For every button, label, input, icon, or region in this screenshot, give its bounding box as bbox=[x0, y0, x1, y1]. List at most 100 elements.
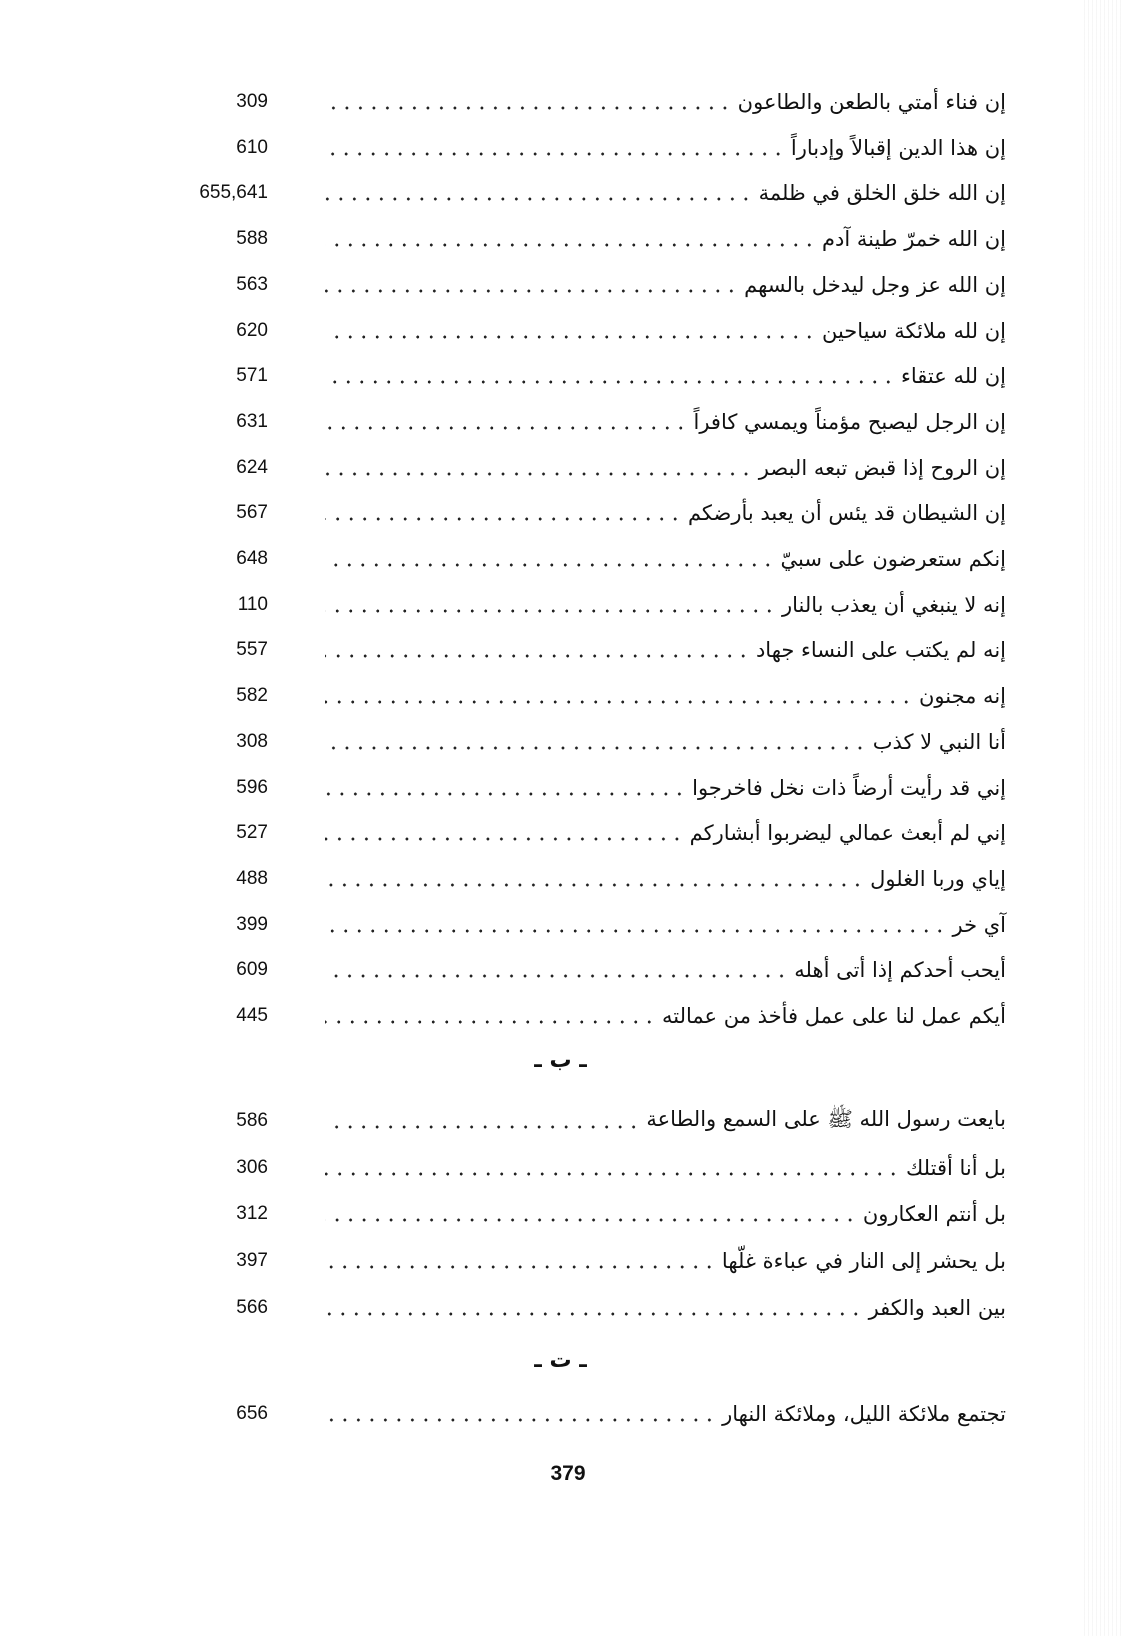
scan-edge bbox=[1081, 0, 1121, 1636]
section-heading: ـ ب ـ bbox=[534, 1048, 587, 1073]
dot-leader bbox=[325, 516, 682, 523]
entry-title: إنه لا ينبغي أن يعذب بالنار bbox=[782, 592, 1006, 617]
index-entry: إن الرجل ليصبح مؤمناً ويمسي كافراً 631 bbox=[0, 402, 1121, 442]
entry-line: إن فناء أمتي بالطعن والطاعون bbox=[325, 82, 1006, 122]
entry-page: 571 bbox=[236, 365, 268, 387]
index-entry: إنكم ستعرضون على سبيّ 648 bbox=[0, 539, 1121, 579]
entry-title: إن لله ملائكة سياحين bbox=[821, 318, 1006, 343]
entry-title: إني قد رأيت أرضاً ذات نخل فاخرجوا bbox=[692, 775, 1006, 800]
entry-title: آي خر bbox=[952, 912, 1006, 937]
entry-line: إن لله عتقاء bbox=[325, 356, 1006, 396]
dot-leader bbox=[325, 927, 947, 934]
entry-page: 609 bbox=[236, 959, 268, 981]
entry-line: أيحب أحدكم إذا أتى أهله bbox=[325, 950, 1006, 990]
entry-page: 648 bbox=[236, 548, 268, 569]
index-entry: أنا النبي لا كذب 308 bbox=[0, 722, 1121, 762]
dot-leader bbox=[325, 881, 865, 888]
entry-title: إن الروح إذا قبض تبعه البصر bbox=[758, 455, 1006, 480]
dot-leader bbox=[325, 744, 867, 751]
entry-line: إن الروح إذا قبض تبعه البصر bbox=[325, 448, 1006, 488]
dot-leader bbox=[325, 1217, 857, 1224]
dot-leader bbox=[325, 1170, 900, 1177]
entry-line: أيكم عمل لنا على عمل فأخذ من عمالته bbox=[325, 996, 1006, 1036]
index-entry: إني قد رأيت أرضاً ذات نخل فاخرجوا 596 bbox=[0, 768, 1121, 808]
entry-page: 567 bbox=[236, 502, 268, 524]
index-entry: إن الله خلق الخلق في ظلمة 655,641 bbox=[0, 173, 1121, 213]
entry-title: إن لله عتقاء bbox=[901, 364, 1006, 389]
entry-page: 588 bbox=[236, 228, 268, 250]
dot-leader bbox=[325, 836, 684, 843]
index-entry: بايعت رسول الله ﷺ على السمع والطاعة 586 bbox=[0, 1101, 1121, 1141]
entry-line: بين العبد والكفر bbox=[325, 1288, 1006, 1328]
page-number: 379 bbox=[550, 1462, 586, 1485]
entry-title: إن الله عز وجل ليدخل بالسهم bbox=[744, 272, 1006, 297]
entry-line: إن الرجل ليصبح مؤمناً ويمسي كافراً bbox=[325, 402, 1006, 442]
entry-page: 596 bbox=[236, 776, 268, 798]
entry-line: إنه لم يكتب على النساء جهاد bbox=[325, 630, 1006, 670]
dot-leader bbox=[325, 287, 739, 294]
index-entry: إن لله عتقاء 571 bbox=[0, 356, 1121, 396]
index-entry: إن فناء أمتي بالطعن والطاعون 309 bbox=[0, 82, 1121, 122]
entry-title: إن فناء أمتي بالطعن والطاعون bbox=[737, 90, 1006, 114]
entry-page: 397 bbox=[236, 1250, 268, 1272]
entry-page: 445 bbox=[236, 1005, 268, 1026]
entry-title: إن الشيطان قد يئس أن يعبد بأرضكم bbox=[687, 501, 1006, 526]
entry-title: تجتمع ملائكة الليل، وملائكة النهار bbox=[722, 1402, 1006, 1426]
dot-leader bbox=[325, 470, 753, 477]
entry-title: إن الله خمرّ طينة آدم bbox=[822, 227, 1006, 252]
entry-page: 312 bbox=[236, 1203, 268, 1225]
index-entry: إنه لا ينبغي أن يعذب بالنار 110 bbox=[0, 585, 1121, 625]
entry-page: 655,641 bbox=[199, 182, 268, 204]
dot-leader bbox=[325, 105, 732, 111]
entry-line: إنه مجنون bbox=[325, 676, 1006, 716]
entry-title: إنه لم يكتب على النساء جهاد bbox=[755, 638, 1006, 663]
entry-line: إن الله عز وجل ليدخل بالسهم bbox=[325, 265, 1006, 305]
entry-line: إني لم أبعث عمالي ليضربوا أبشاركم bbox=[325, 813, 1006, 853]
entry-line: إن الله خمرّ طينة آدم bbox=[325, 219, 1006, 259]
entry-page: 308 bbox=[236, 730, 268, 752]
dot-leader bbox=[325, 424, 688, 431]
entry-line: إني قد رأيت أرضاً ذات نخل فاخرجوا bbox=[325, 768, 1006, 808]
dot-leader bbox=[325, 196, 753, 203]
entry-title: إياي وربا الغلول bbox=[870, 866, 1006, 891]
index-entry: بين العبد والكفر 566 bbox=[0, 1288, 1121, 1328]
entry-line: تجتمع ملائكة الليل، وملائكة النهار bbox=[325, 1394, 1006, 1434]
entry-page: 656 bbox=[236, 1403, 268, 1424]
entry-line: آي خر bbox=[325, 905, 1006, 945]
dot-leader bbox=[325, 790, 687, 797]
index-entry: إن هذا الدين إقبالاً وإدباراً 610 bbox=[0, 128, 1121, 168]
entry-title: بايعت رسول الله ﷺ على السمع والطاعة bbox=[646, 1106, 1006, 1131]
index-entry: إني لم أبعث عمالي ليضربوا أبشاركم 527 bbox=[0, 813, 1121, 853]
dot-leader bbox=[325, 699, 913, 706]
entry-title: إنكم ستعرضون على سبيّ bbox=[780, 547, 1006, 571]
dot-leader bbox=[325, 242, 817, 249]
dot-leader bbox=[325, 1124, 641, 1130]
index-entry: بل يحشر إلى النار في عباءة غلّها 397 bbox=[0, 1241, 1121, 1281]
entry-page: 582 bbox=[236, 685, 268, 707]
entry-page: 620 bbox=[236, 319, 268, 341]
entry-title: إن هذا الدين إقبالاً وإدباراً bbox=[790, 135, 1006, 160]
entry-page: 610 bbox=[236, 136, 268, 158]
entry-line: بل يحشر إلى النار في عباءة غلّها bbox=[325, 1241, 1006, 1281]
entry-page: 566 bbox=[236, 1296, 268, 1318]
index-entry: إن الشيطان قد يئس أن يعبد بأرضكم 567 bbox=[0, 493, 1121, 533]
entry-page: 631 bbox=[236, 410, 268, 432]
entry-page: 557 bbox=[236, 639, 268, 661]
index-entry: أيحب أحدكم إذا أتى أهله 609 bbox=[0, 950, 1121, 990]
entry-page: 624 bbox=[236, 456, 268, 478]
entry-title: بل أنتم العكارون bbox=[862, 1202, 1006, 1227]
entry-title: أيحب أحدكم إذا أتى أهله bbox=[794, 958, 1006, 983]
index-entry: إياي وربا الغلول 488 bbox=[0, 859, 1121, 899]
entry-title: أيكم عمل لنا على عمل فأخذ من عمالته bbox=[662, 1004, 1006, 1028]
entry-title: إن الله خلق الخلق في ظلمة bbox=[758, 181, 1006, 206]
entry-title: إنه مجنون bbox=[918, 684, 1006, 709]
index-entry: إن الله عز وجل ليدخل بالسهم 563 bbox=[0, 265, 1121, 305]
dot-leader bbox=[325, 1310, 863, 1317]
entry-line: إن الله خلق الخلق في ظلمة bbox=[325, 173, 1006, 213]
dot-leader bbox=[325, 1019, 656, 1025]
dot-leader bbox=[325, 150, 785, 157]
dot-leader bbox=[325, 653, 750, 660]
index-entry: تجتمع ملائكة الليل، وملائكة النهار 656 bbox=[0, 1394, 1121, 1434]
entry-line: بايعت رسول الله ﷺ على السمع والطاعة bbox=[325, 1101, 1006, 1141]
entry-title: بل يحشر إلى النار في عباءة غلّها bbox=[721, 1249, 1006, 1274]
